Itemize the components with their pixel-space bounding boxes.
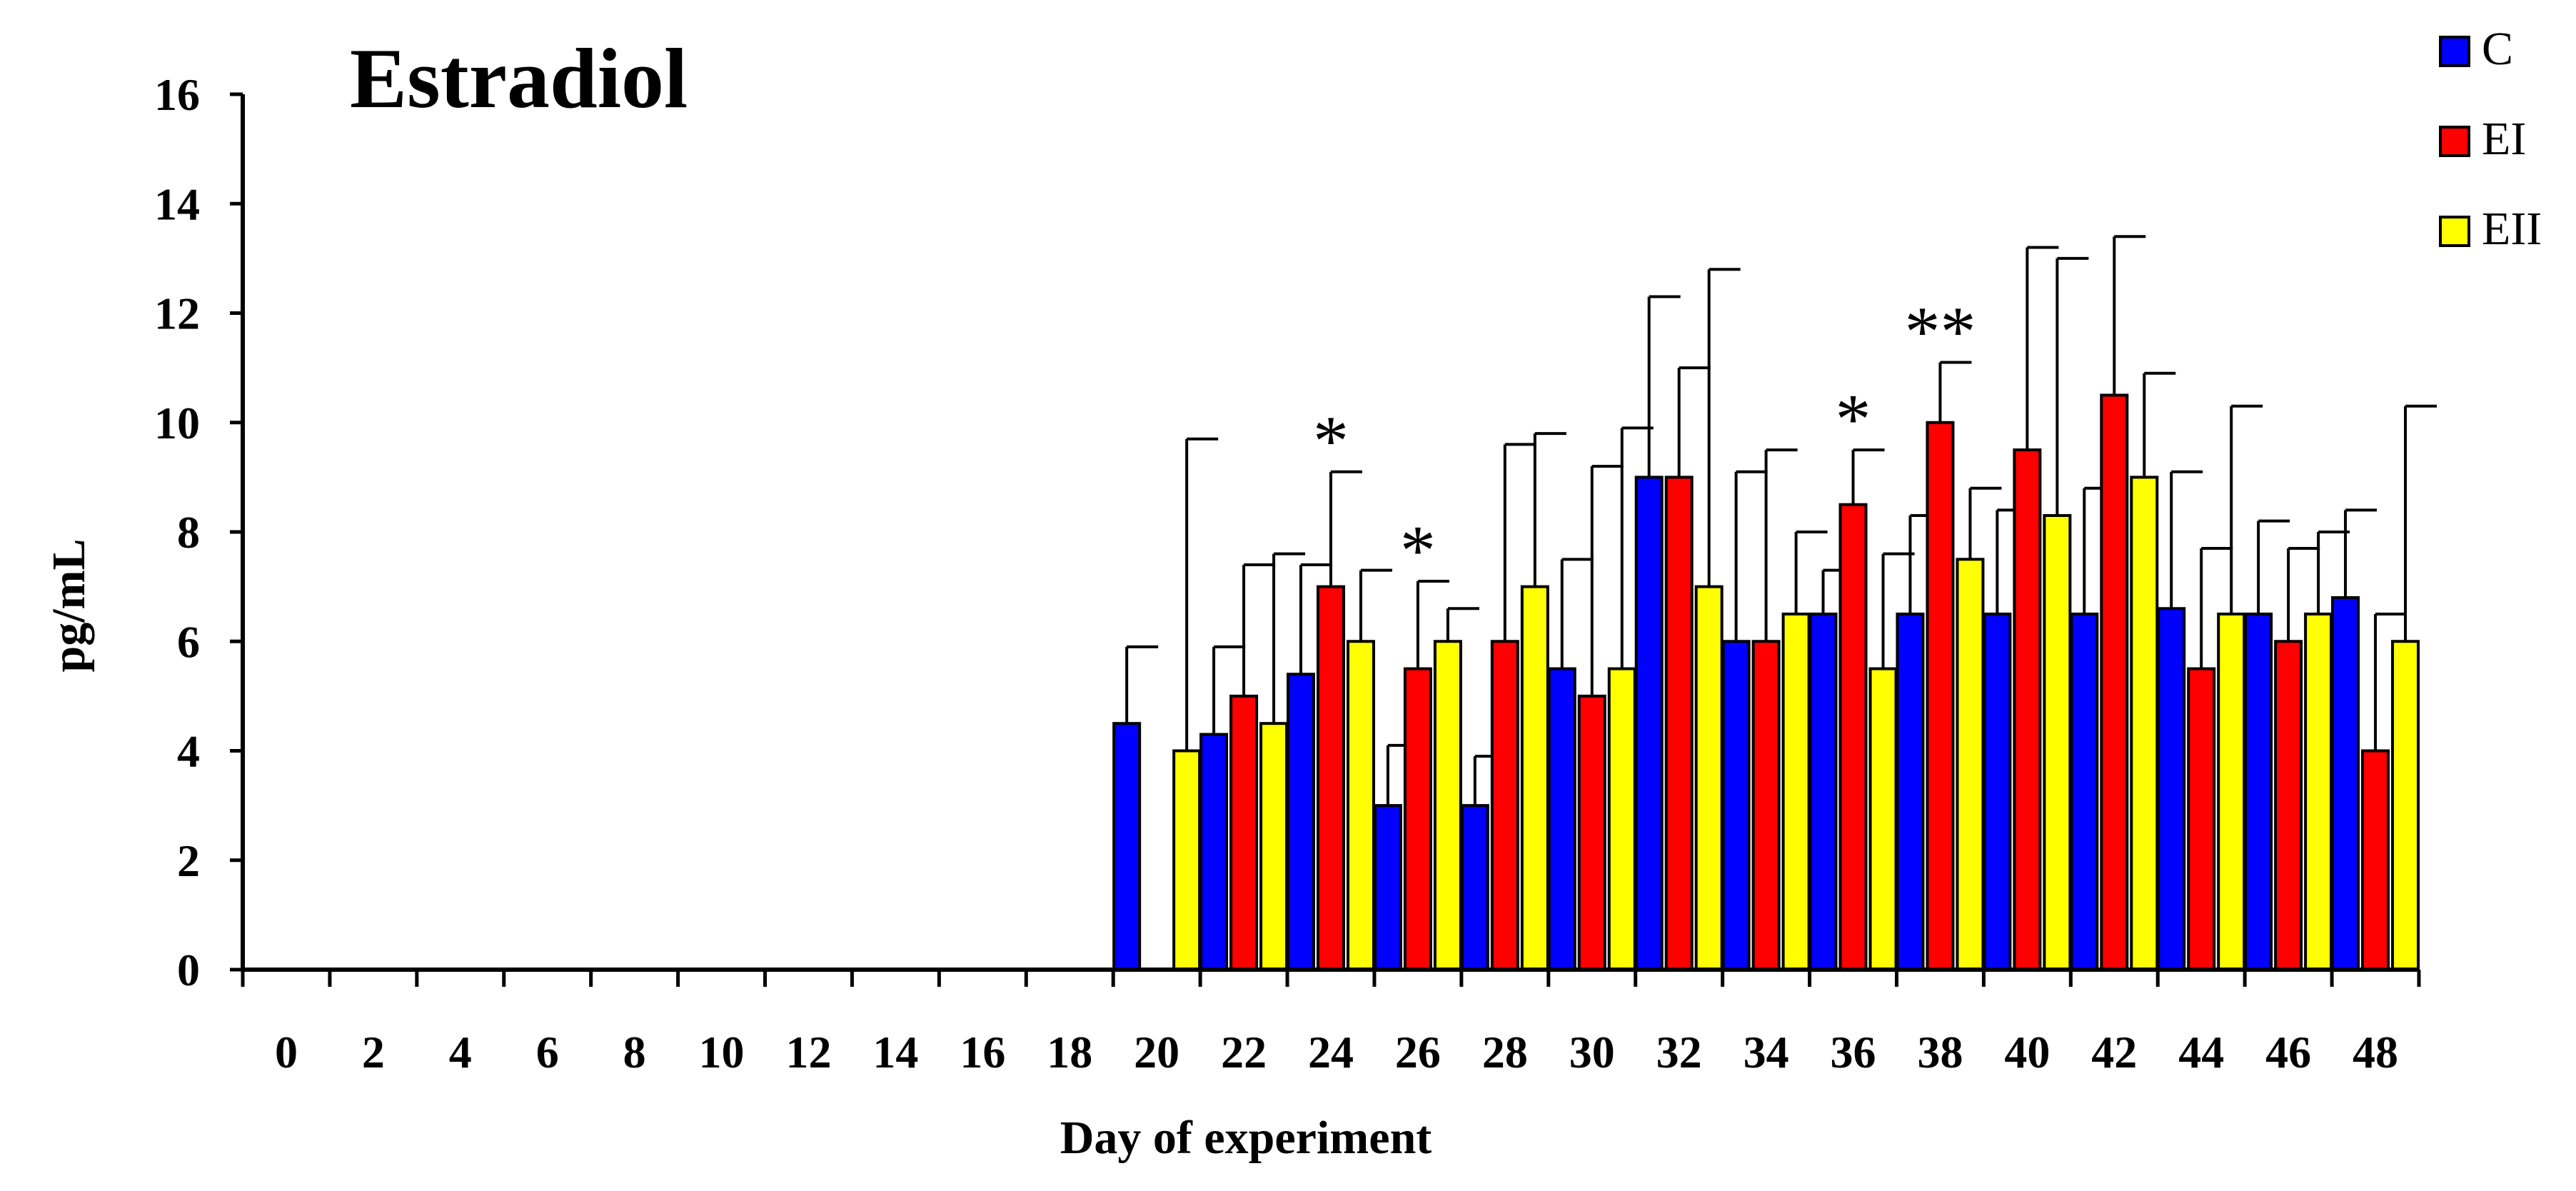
bar-eii [1172, 749, 1202, 971]
y-tick-label: 12 [154, 288, 200, 339]
x-tick-label: 40 [2004, 1027, 2050, 1077]
legend-label-ei: EI [2482, 113, 2526, 165]
bar-eii [1607, 667, 1636, 971]
bar-c [2331, 596, 2360, 971]
x-tick-label: 28 [1482, 1027, 1528, 1077]
x-tick-label: 44 [2178, 1027, 2224, 1077]
x-tick-label: 26 [1395, 1027, 1441, 1077]
bar-c [1634, 476, 1664, 971]
bar-eii [1259, 722, 1289, 971]
legend-swatch-c [2439, 36, 2470, 67]
bar-eii [1781, 612, 1811, 971]
legend-swatch-eii [2439, 216, 2470, 247]
y-tick-label: 4 [177, 726, 200, 777]
y-axis-label: pg/mL [43, 538, 95, 672]
x-tick-label: 24 [1308, 1027, 1354, 1077]
bar-eii [2217, 612, 2246, 971]
bar-ei [1490, 640, 1519, 971]
bar-eii [2130, 476, 2159, 971]
legend: C EI EII [2439, 23, 2542, 255]
x-tick-label: 32 [1656, 1027, 1702, 1077]
y-tick-label: 14 [154, 179, 200, 229]
legend-swatch-ei [2439, 126, 2470, 157]
bar-ei [1926, 421, 1955, 971]
x-tick-label: 8 [623, 1027, 646, 1077]
y-tick-label: 6 [177, 616, 200, 667]
x-tick-label: 20 [1134, 1027, 1179, 1077]
bar-c [1808, 612, 1838, 971]
bar-ei [2274, 640, 2303, 971]
bar-eii [2043, 514, 2072, 971]
bar-eii [1520, 585, 1549, 971]
bar-c [1721, 640, 1751, 971]
x-tick-label: 38 [1917, 1027, 1963, 1077]
y-tick-label: 16 [154, 69, 200, 120]
bar-c [1896, 612, 1925, 971]
x-tick-label: 10 [699, 1027, 745, 1077]
bar-c [2157, 607, 2186, 972]
bar-c [1547, 667, 1576, 971]
bar-eii [1433, 640, 1462, 971]
bar-ei [1403, 667, 1432, 971]
bar-ei [1751, 640, 1781, 971]
significance-marker: * [1836, 379, 1871, 458]
x-tick-label: 46 [2265, 1027, 2311, 1077]
chart-title: Estradiol [350, 31, 688, 126]
bar-c [2244, 612, 2273, 971]
bar-eii [1347, 640, 1375, 971]
significance-marker: ** [1904, 291, 1976, 371]
x-tick-label: 16 [960, 1027, 1005, 1077]
legend-label-eii: EII [2482, 203, 2542, 255]
x-tick-label: 6 [536, 1027, 559, 1077]
x-tick-label: 18 [1047, 1027, 1092, 1077]
bar-ei [2013, 448, 2042, 971]
y-tick-label: 8 [177, 507, 200, 558]
bar-ei [1317, 585, 1345, 971]
bar-c [1983, 612, 2012, 971]
bar-c [1287, 673, 1315, 971]
bar-ei [2187, 667, 2216, 971]
x-tick-label: 2 [362, 1027, 385, 1077]
y-tick-label: 0 [177, 945, 200, 995]
y-tick-label: 2 [177, 835, 200, 886]
x-tick-label: 48 [2353, 1027, 2398, 1077]
x-axis-label: Day of experiment [1060, 1112, 1432, 1164]
bar-ei [1577, 694, 1606, 971]
bar-c [1373, 804, 1402, 971]
bar-c [1112, 722, 1142, 971]
y-tick-label: 10 [154, 398, 200, 448]
significance-marker: * [1400, 511, 1436, 590]
bar-c [2070, 612, 2099, 971]
bar-eii [1956, 558, 1985, 971]
x-tick-label: 22 [1221, 1027, 1267, 1077]
bar-eii [1868, 667, 1898, 971]
x-tick-label: 34 [1744, 1027, 1789, 1077]
significance-marker: * [1313, 401, 1349, 481]
legend-label-c: C [2482, 23, 2513, 75]
bar-ei [1838, 503, 1868, 971]
bar-ei [1664, 476, 1694, 971]
x-tick-label: 42 [2091, 1027, 2137, 1077]
bar-c [1199, 733, 1229, 971]
bar-c [1460, 804, 1489, 971]
x-tick-label: 30 [1569, 1027, 1615, 1077]
x-tick-label: 36 [1831, 1027, 1876, 1077]
x-tick-label: 12 [785, 1027, 831, 1077]
x-tick-label: 14 [872, 1027, 918, 1077]
plot-area: ***** [1112, 235, 2437, 972]
bar-ei [1229, 694, 1259, 971]
bar-eii [1694, 585, 1724, 971]
bar-eii [2304, 612, 2333, 971]
bar-ei [2100, 393, 2129, 971]
bar-eii [2391, 640, 2420, 971]
bar-ei [2361, 749, 2390, 971]
x-tick-label: 0 [275, 1027, 298, 1077]
x-tick-label: 4 [449, 1027, 472, 1077]
